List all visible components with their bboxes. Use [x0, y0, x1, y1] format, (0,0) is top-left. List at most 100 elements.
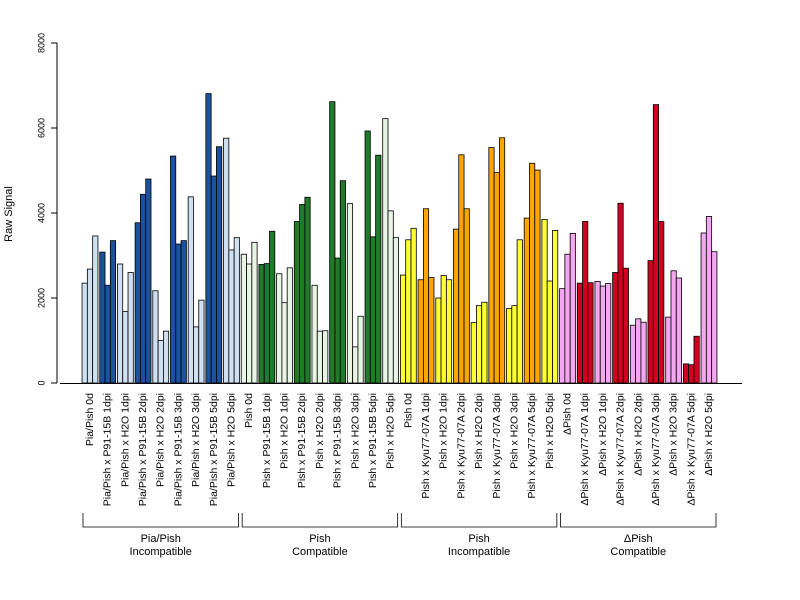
- bar: [647, 260, 654, 384]
- bar: [428, 277, 435, 384]
- bar: [223, 137, 230, 384]
- bar: [346, 203, 354, 384]
- x-tick-label: Pish x Kyu77-07A 1dpi: [420, 393, 432, 499]
- x-tick-label: ΔPish x H2O 5dpi: [703, 393, 715, 476]
- bar: [700, 232, 707, 384]
- x-tick-label: Pish 0d: [243, 393, 255, 428]
- bar: [152, 290, 159, 384]
- x-tick-label: ΔPish x Kyu77-07A 1dpi: [579, 393, 591, 506]
- y-tick-label: 6000: [36, 118, 46, 138]
- bar: [92, 235, 99, 384]
- bar: [552, 230, 559, 384]
- bar: [216, 146, 223, 384]
- x-tick-label: Pish x H2O 1dpi: [438, 393, 450, 469]
- x-tick-label: Pish x H2O 3dpi: [349, 393, 361, 469]
- bar: [228, 249, 235, 384]
- bar: [299, 204, 306, 384]
- bar: [675, 277, 682, 384]
- bar: [170, 155, 177, 384]
- x-tick-label: Pia/Pish x H2O 3dpi: [190, 393, 202, 487]
- bar: [622, 267, 629, 384]
- x-tick-label: Pish x Kyu77-07A 3dpi: [491, 393, 503, 499]
- bar: [582, 221, 589, 384]
- bar: [81, 282, 88, 384]
- x-tick-label: ΔPish x Kyu77-07A 3dpi: [650, 393, 662, 506]
- bar: [375, 154, 382, 384]
- bar: [488, 147, 495, 384]
- x-tick-label: Pish x H2O 5dpi: [385, 393, 397, 469]
- group-label-line2: Incompatible: [448, 546, 510, 558]
- x-tick-label: Pia/Pish x H2O 1dpi: [119, 393, 131, 487]
- bar: [134, 222, 141, 384]
- bar: [240, 253, 247, 384]
- bar: [357, 315, 364, 384]
- bar: [422, 208, 430, 384]
- x-tick-label: Pish 0d: [402, 393, 414, 428]
- bar: [392, 237, 400, 384]
- bar: [493, 172, 500, 384]
- bar: [86, 268, 94, 384]
- x-tick-label: ΔPish x H2O 3dpi: [668, 393, 680, 476]
- x-tick-label: Pia/Pish x P91-15B 3dpi: [172, 393, 184, 506]
- bar: [541, 218, 548, 384]
- group-label-line2: Incompatible: [130, 546, 192, 558]
- bar: [205, 93, 212, 384]
- bar: [534, 169, 541, 384]
- bar: [251, 241, 258, 384]
- bar: [329, 101, 336, 384]
- bar: [180, 240, 187, 384]
- bar: [499, 137, 506, 384]
- bar: [511, 305, 518, 384]
- bar: [476, 305, 483, 384]
- bars: [81, 93, 718, 384]
- x-tick-label: Pia/Pish x P91-15B 2dpi: [137, 393, 149, 506]
- bar: [546, 280, 553, 384]
- x-tick-label: Pish x H2O 5dpi: [544, 393, 556, 469]
- bar: [269, 230, 276, 384]
- bar: [304, 196, 311, 384]
- bar: [198, 299, 205, 384]
- bar: [109, 240, 117, 384]
- bar: [711, 251, 718, 384]
- bar: [382, 118, 389, 384]
- bar: [506, 308, 513, 384]
- bar: [352, 346, 359, 384]
- bar: [635, 318, 642, 384]
- bar: [652, 104, 659, 384]
- bar: [322, 330, 329, 384]
- bar: [281, 302, 288, 384]
- bar: [470, 322, 477, 384]
- bar: [339, 180, 346, 384]
- bar: [417, 279, 424, 384]
- bar: [564, 253, 571, 384]
- bar: [587, 282, 594, 384]
- y-axis: 0 2000 4000 6000 8000: [36, 33, 58, 386]
- bar: [387, 210, 394, 384]
- bar: [233, 237, 240, 384]
- group-bracket: [560, 513, 717, 528]
- bar: [576, 282, 583, 384]
- bar: [187, 196, 194, 384]
- group-bracket: [241, 513, 399, 528]
- y-axis-label: Raw Signal: [3, 186, 15, 242]
- x-tick-label: Pia/Pish x P91-15B 5dpi: [208, 393, 220, 506]
- bar: [405, 239, 412, 384]
- bar: [594, 281, 601, 384]
- bar: [276, 273, 283, 384]
- bar: [599, 285, 606, 384]
- x-tick-label: ΔPish x H2O 1dpi: [597, 393, 609, 476]
- group-bracket: [82, 513, 239, 528]
- x-tick-label: Pish x Kyu77-07A 5dpi: [526, 393, 538, 499]
- bar: [617, 202, 624, 384]
- bar: [399, 274, 407, 384]
- bar: [369, 236, 377, 384]
- x-tick-label: Pia/Pish 0d: [84, 393, 96, 446]
- bar: [246, 263, 253, 384]
- y-tick-label: 0: [36, 380, 46, 385]
- x-tick-label: Pish x H2O 2dpi: [473, 393, 485, 469]
- bar: [682, 363, 690, 384]
- bar: [458, 154, 465, 384]
- bar: [529, 162, 536, 384]
- bar: [140, 193, 147, 384]
